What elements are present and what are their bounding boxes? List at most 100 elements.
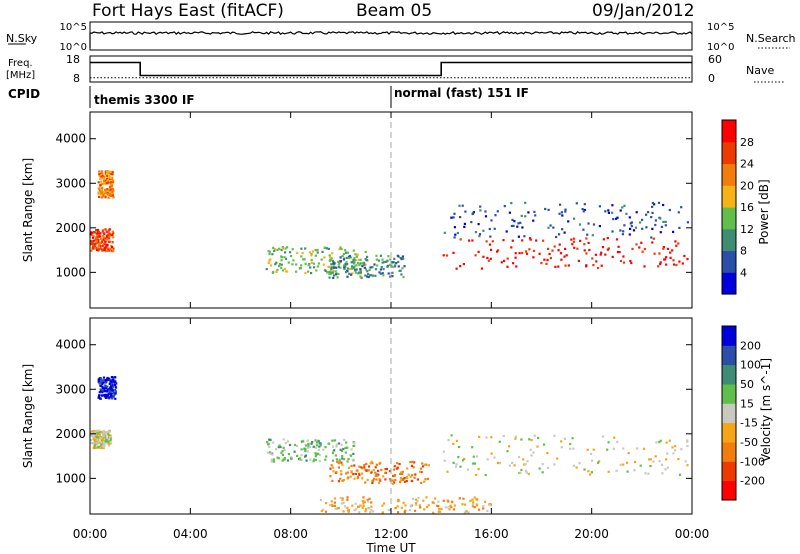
heatmap-cell <box>330 464 333 467</box>
heatmap-cell <box>391 479 394 482</box>
heatmap-cell <box>100 430 103 433</box>
heatmap-cell <box>366 478 369 482</box>
heatmap-cell <box>396 462 399 465</box>
heatmap-cell <box>400 273 403 276</box>
colorbar-tick-label: 15 <box>740 397 754 410</box>
heatmap-cell <box>355 255 358 258</box>
heatmap-cell <box>280 255 283 258</box>
colorbar-swatch <box>722 228 736 252</box>
heatmap-cell <box>382 268 385 271</box>
heatmap-cell <box>304 247 307 250</box>
heatmap-cell <box>394 479 397 482</box>
heatmap-cell <box>281 246 284 249</box>
heatmap-cell <box>364 510 367 513</box>
heatmap-cell <box>386 259 389 262</box>
heatmap-cell <box>597 266 600 270</box>
heatmap-cell <box>560 258 563 261</box>
heatmap-cell <box>503 259 506 262</box>
heatmap-cell <box>674 240 677 243</box>
heatmap-cell <box>315 444 318 447</box>
colorbar-swatch <box>722 207 736 230</box>
heatmap-cell <box>104 432 107 435</box>
heatmap-cell <box>325 247 328 250</box>
heatmap-cell <box>109 435 112 439</box>
heatmap-cell <box>652 460 655 463</box>
heatmap-cell <box>90 442 93 445</box>
heatmap-cell <box>514 435 518 438</box>
heatmap-cell <box>91 433 94 437</box>
heatmap-cell <box>114 390 117 393</box>
heatmap-cell <box>109 434 112 437</box>
heatmap-cell <box>629 227 632 230</box>
heatmap-cell <box>345 269 349 272</box>
heatmap-cell <box>361 477 364 480</box>
heatmap-cell <box>271 453 274 456</box>
heatmap-cell <box>396 500 399 503</box>
power-panel: 4000 3000 2000 1000 Slant Range [km] 28 24 20… <box>21 111 771 309</box>
heatmap-cell <box>352 452 355 455</box>
heatmap-cell <box>346 267 349 270</box>
heatmap-cell <box>654 223 657 227</box>
heatmap-cell <box>110 383 113 386</box>
heatmap-cell <box>397 511 400 514</box>
heatmap-cell <box>453 504 456 507</box>
heatmap-cell <box>366 270 369 273</box>
heatmap-cell <box>267 451 270 454</box>
heatmap-cell <box>573 246 576 249</box>
heatmap-cell <box>342 447 345 451</box>
heatmap-cell <box>485 436 488 439</box>
heatmap-cell <box>329 266 332 269</box>
heatmap-cell <box>305 459 308 462</box>
heatmap-cell <box>105 437 109 440</box>
heatmap-cell <box>272 246 275 249</box>
heatmap-cell <box>677 458 680 461</box>
heatmap-cell <box>364 250 367 253</box>
heatmap-cell <box>109 181 113 184</box>
heatmap-cell <box>352 267 355 270</box>
heatmap-cell <box>91 241 94 244</box>
heatmap-cell <box>680 206 683 209</box>
heatmap-cell <box>392 468 396 471</box>
heatmap-cell <box>396 505 399 508</box>
heatmap-cell <box>466 468 470 471</box>
heatmap-cell <box>404 504 407 507</box>
heatmap-cell <box>401 478 404 481</box>
heatmap-cell <box>543 258 546 261</box>
heatmap-cell <box>385 467 388 471</box>
heatmap-cell <box>347 509 350 512</box>
heatmap-cell <box>310 252 313 256</box>
heatmap-cell <box>105 378 109 381</box>
heatmap-cell <box>283 256 286 259</box>
heatmap-cell <box>604 253 607 256</box>
heatmap-cell <box>409 460 412 464</box>
heatmap-cell <box>378 271 381 274</box>
heatmap-cell <box>316 441 319 444</box>
heatmap-cell <box>102 431 105 434</box>
heatmap-cell <box>101 383 104 386</box>
heatmap-cell <box>639 221 642 224</box>
heatmap-cell <box>300 448 303 451</box>
heatmap-cell <box>311 250 315 253</box>
colorbar-swatch <box>722 403 736 424</box>
heatmap-cell <box>273 248 277 251</box>
colorbar-tick-label: 8 <box>740 245 747 258</box>
heatmap-cell <box>528 237 532 240</box>
heatmap-cell <box>329 467 332 470</box>
heatmap-cell <box>444 506 447 509</box>
heatmap-cell <box>113 384 116 387</box>
heatmap-cell <box>350 261 353 264</box>
heatmap-cell <box>471 239 474 242</box>
heatmap-cell <box>106 188 109 191</box>
heatmap-cell <box>102 179 105 182</box>
heatmap-cell <box>575 466 578 469</box>
heatmap-cell <box>389 258 392 261</box>
heatmap-cell <box>493 227 496 230</box>
heatmap-cell <box>110 249 113 252</box>
heatmap-cell <box>373 263 376 266</box>
heatmap-cell <box>452 251 455 254</box>
heatmap-cell <box>613 436 616 439</box>
heatmap-cell <box>410 464 413 467</box>
heatmap-cell <box>360 466 363 469</box>
heatmap-cell <box>102 387 105 390</box>
heatmap-cell <box>374 268 378 271</box>
